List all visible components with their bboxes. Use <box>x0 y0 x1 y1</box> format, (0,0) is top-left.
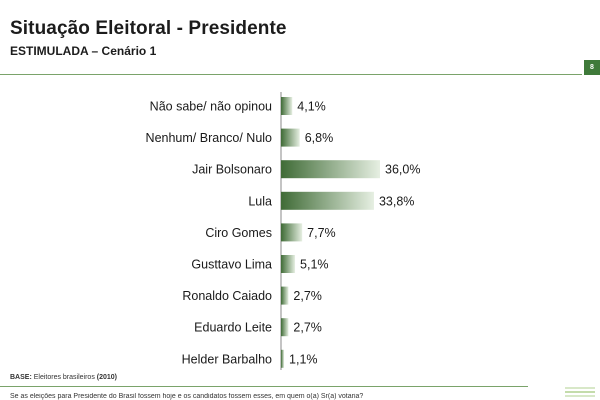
value-label-jair-bolsonaro: 36,0% <box>385 163 420 177</box>
page-title: Situação Eleitoral - Presidente <box>10 18 287 39</box>
category-label-gusttavo-lima: Gusttavo Lima <box>191 258 272 272</box>
value-label-lula: 33,8% <box>379 194 414 208</box>
bar-nenhum-branco-nulo <box>281 128 300 147</box>
bar-lula <box>281 191 374 210</box>
category-label-eduardo-leite: Eduardo Leite <box>194 321 272 335</box>
base-text: Eleitores brasileiros <box>33 374 95 381</box>
value-label-gusttavo-lima: 5,1% <box>300 258 329 272</box>
header-divider <box>0 74 582 75</box>
category-label-lula: Lula <box>248 194 272 208</box>
category-label-jair-bolsonaro: Jair Bolsonaro <box>192 163 272 177</box>
category-label-nao-sabe-nao-opinou: Não sabe/ não opinou <box>150 100 272 114</box>
corner-stripes-logo <box>565 387 595 397</box>
page-number-badge: 8 <box>584 60 600 75</box>
survey-question: Se as eleições para Presidente do Brasil… <box>10 393 364 400</box>
base-label: BASE: <box>10 374 32 381</box>
bar-ciro-gomes <box>281 223 303 242</box>
category-label-nenhum-branco-nulo: Nenhum/ Branco/ Nulo <box>146 131 273 145</box>
value-label-nenhum-branco-nulo: 6,8% <box>305 131 334 145</box>
category-label-helder-barbalho: Helder Barbalho <box>182 352 272 366</box>
value-label-eduardo-leite: 2,7% <box>293 321 322 335</box>
base-year: (2010) <box>96 374 118 381</box>
bar-chart: Não sabe/ não opinou 4,1% Nenhum/ Branco/ … <box>146 92 420 370</box>
page-subtitle: ESTIMULADA – Cenário 1 <box>10 44 157 58</box>
value-label-nao-sabe-nao-opinou: 4,1% <box>297 100 326 114</box>
base-note: BASE: Eleitores brasileiros (2010) <box>10 374 117 381</box>
value-label-ronaldo-caiado: 2,7% <box>293 289 322 303</box>
bar-helder-barbalho <box>281 349 285 368</box>
bar-nao-sabe-nao-opinou <box>281 97 293 115</box>
bar-ronaldo-caiado <box>281 286 289 305</box>
bar-jair-bolsonaro <box>281 160 380 179</box>
category-label-ciro-gomes: Ciro Gomes <box>205 226 272 240</box>
bar-gusttavo-lima <box>281 255 296 273</box>
value-label-ciro-gomes: 7,7% <box>307 226 336 240</box>
value-label-helder-barbalho: 1,1% <box>289 352 318 366</box>
category-label-ronaldo-caiado: Ronaldo Caiado <box>182 289 272 303</box>
footer-divider <box>0 386 528 387</box>
bar-eduardo-leite <box>281 318 289 337</box>
